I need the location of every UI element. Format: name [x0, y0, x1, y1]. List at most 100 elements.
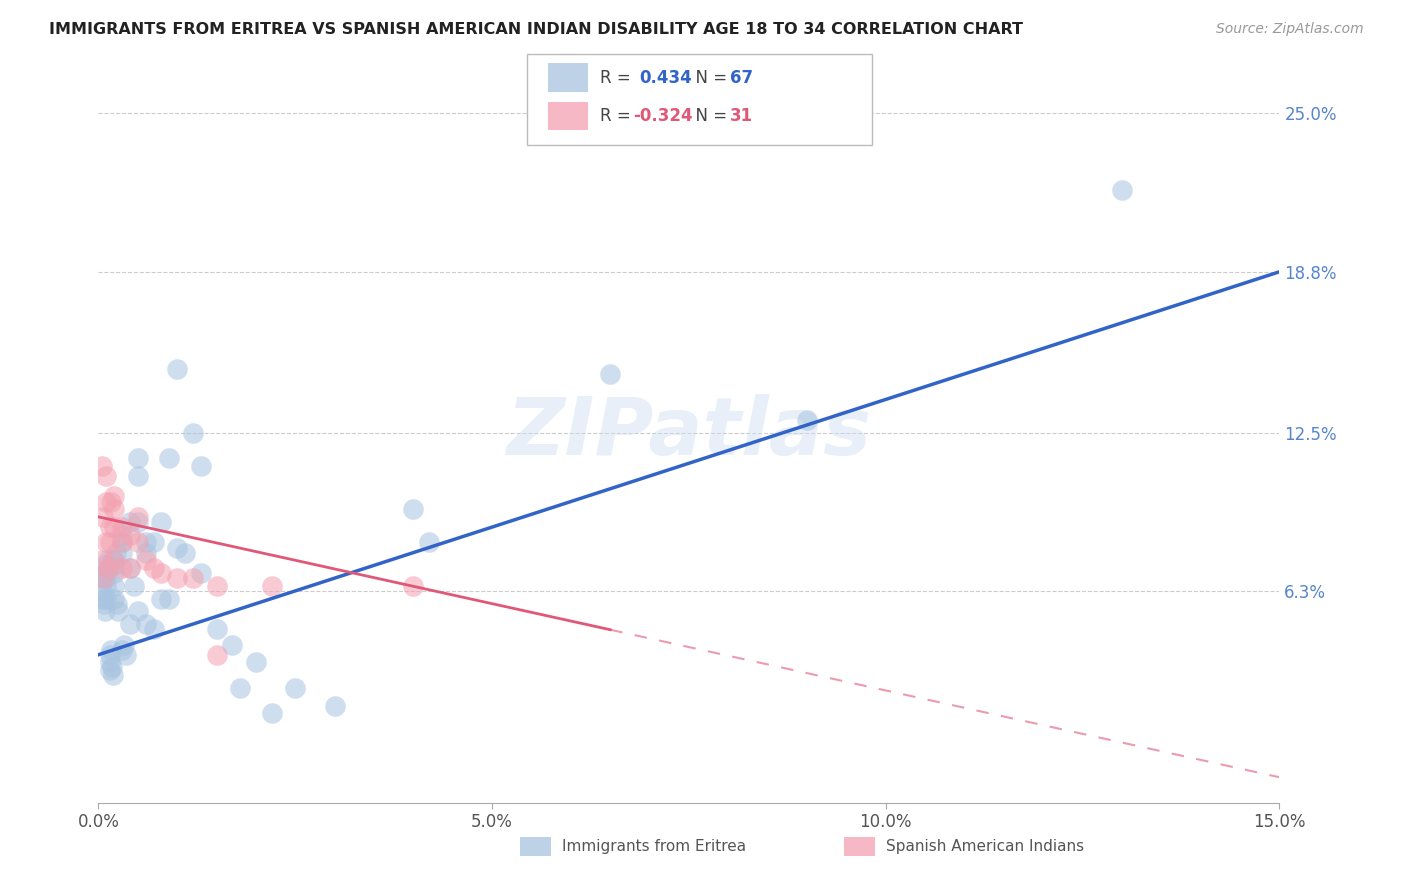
- Text: IMMIGRANTS FROM ERITREA VS SPANISH AMERICAN INDIAN DISABILITY AGE 18 TO 34 CORRE: IMMIGRANTS FROM ERITREA VS SPANISH AMERI…: [49, 22, 1024, 37]
- Point: [96, 579, 118, 593]
- Point: [205, 579, 228, 593]
- Point: [418, 535, 440, 549]
- Text: Immigrants from Eritrea: Immigrants from Eritrea: [562, 839, 747, 854]
- Point: [135, 546, 157, 560]
- Point: [101, 668, 124, 682]
- Point: [245, 656, 267, 670]
- Point: [111, 535, 134, 549]
- Point: [150, 566, 173, 580]
- Point: [96, 571, 118, 585]
- Point: [323, 698, 346, 713]
- Point: [150, 515, 173, 529]
- Point: [103, 520, 125, 534]
- Point: [150, 591, 173, 606]
- Text: -0.324: -0.324: [633, 107, 692, 125]
- Point: [97, 561, 120, 575]
- Point: [107, 604, 129, 618]
- Point: [91, 583, 114, 598]
- Text: N =: N =: [685, 107, 733, 125]
- Point: [98, 663, 121, 677]
- Point: [101, 553, 124, 567]
- Text: 0.434: 0.434: [640, 69, 693, 87]
- Text: 67: 67: [730, 69, 752, 87]
- Point: [98, 520, 121, 534]
- Point: [135, 535, 157, 549]
- Text: R =: R =: [600, 69, 637, 87]
- Point: [127, 509, 149, 524]
- Point: [104, 546, 127, 560]
- Point: [91, 571, 114, 585]
- Point: [98, 535, 121, 549]
- Point: [111, 527, 134, 541]
- Point: [181, 425, 204, 440]
- Point: [229, 681, 252, 695]
- Point: [127, 469, 149, 483]
- Point: [118, 515, 141, 529]
- Point: [100, 642, 122, 657]
- Point: [118, 561, 141, 575]
- Point: [91, 458, 114, 473]
- Point: [98, 648, 121, 662]
- Point: [127, 515, 149, 529]
- Point: [96, 566, 118, 580]
- Point: [142, 535, 165, 549]
- Point: [122, 579, 145, 593]
- Point: [97, 553, 120, 567]
- Point: [93, 604, 115, 618]
- Point: [166, 541, 188, 555]
- Point: [111, 642, 134, 657]
- Point: [284, 681, 307, 695]
- Point: [96, 535, 118, 549]
- Text: R =: R =: [600, 107, 637, 125]
- Point: [205, 622, 228, 636]
- Point: [166, 571, 188, 585]
- Point: [157, 591, 180, 606]
- Point: [1111, 183, 1133, 197]
- Point: [118, 561, 141, 575]
- Point: [260, 706, 283, 721]
- Point: [190, 458, 212, 473]
- Point: [221, 638, 243, 652]
- Point: [190, 566, 212, 580]
- Point: [98, 656, 121, 670]
- Point: [111, 546, 134, 560]
- Point: [105, 597, 128, 611]
- Point: [127, 604, 149, 618]
- Point: [103, 502, 125, 516]
- Point: [93, 597, 115, 611]
- Text: N =: N =: [685, 69, 733, 87]
- Point: [101, 660, 124, 674]
- Point: [90, 553, 112, 567]
- Point: [103, 566, 125, 580]
- Point: [118, 527, 141, 541]
- Point: [93, 571, 115, 585]
- Point: [111, 535, 134, 549]
- Point: [103, 558, 125, 573]
- Point: [157, 451, 180, 466]
- Point: [96, 591, 118, 606]
- Point: [96, 469, 118, 483]
- Point: [796, 413, 818, 427]
- Point: [142, 561, 165, 575]
- Point: [97, 561, 120, 575]
- Point: [205, 648, 228, 662]
- Point: [103, 591, 125, 606]
- Point: [135, 553, 157, 567]
- Point: [111, 561, 134, 575]
- Point: [166, 361, 188, 376]
- Point: [181, 571, 204, 585]
- Point: [142, 622, 165, 636]
- Point: [91, 591, 114, 606]
- Point: [402, 502, 425, 516]
- Point: [118, 617, 141, 632]
- Point: [103, 553, 125, 567]
- Point: [112, 638, 135, 652]
- Point: [103, 579, 125, 593]
- Point: [260, 579, 283, 593]
- Point: [599, 367, 621, 381]
- Point: [174, 546, 197, 560]
- Point: [402, 579, 425, 593]
- Point: [127, 451, 149, 466]
- Text: Source: ZipAtlas.com: Source: ZipAtlas.com: [1216, 22, 1364, 37]
- Point: [115, 648, 138, 662]
